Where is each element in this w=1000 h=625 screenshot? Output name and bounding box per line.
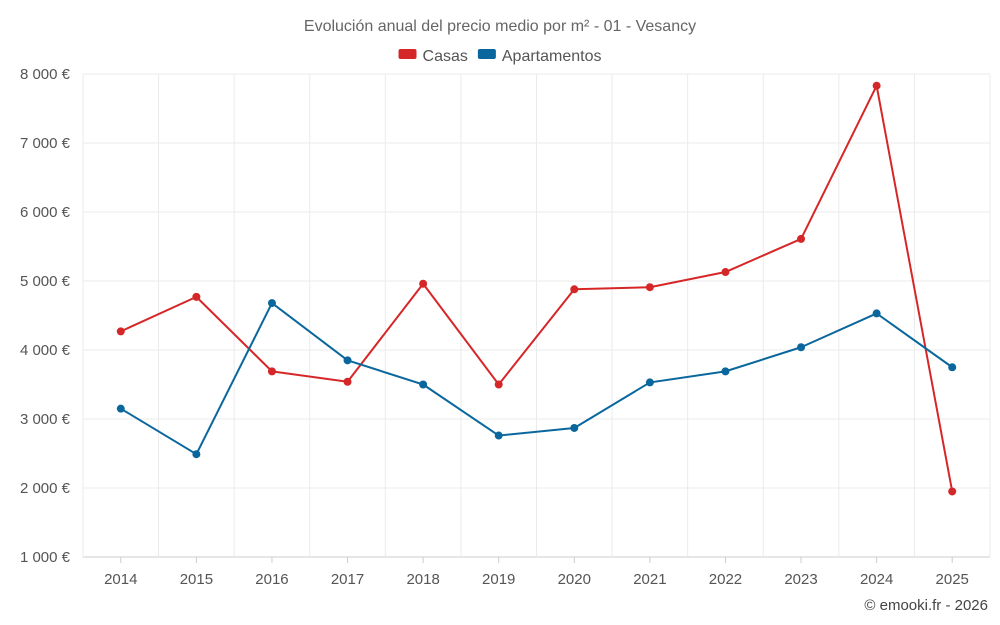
x-tick-label: 2017 (331, 571, 364, 588)
legend-label: Casas (423, 48, 468, 65)
series-line (120, 84, 954, 492)
data-point[interactable] (419, 380, 428, 389)
data-point[interactable] (721, 268, 730, 277)
data-point[interactable] (570, 285, 579, 294)
data-point[interactable] (872, 309, 881, 318)
credit-text: © emooki.fr - 2026 (864, 597, 988, 614)
y-tick-label: 3 000 € (20, 411, 71, 428)
x-tick-label: 2024 (860, 571, 893, 588)
x-tick-label: 2022 (709, 571, 742, 588)
data-point[interactable] (721, 367, 730, 376)
y-tick-label: 5 000 € (20, 273, 71, 290)
data-point[interactable] (948, 487, 957, 496)
data-point[interactable] (116, 404, 125, 413)
data-point[interactable] (267, 367, 276, 376)
x-tick-label: 2025 (936, 571, 969, 588)
data-point[interactable] (192, 292, 201, 301)
y-tick-label: 2 000 € (20, 480, 71, 497)
x-tick-label: 2020 (558, 571, 591, 588)
x-tick-label: 2023 (784, 571, 817, 588)
legend-swatch[interactable] (398, 49, 417, 59)
data-point[interactable] (192, 450, 201, 459)
data-point[interactable] (645, 283, 654, 292)
x-tick-label: 2019 (482, 571, 515, 588)
data-point[interactable] (267, 299, 276, 308)
data-point[interactable] (343, 356, 352, 365)
x-tick-label: 2014 (104, 571, 137, 588)
y-tick-label: 7 000 € (20, 135, 71, 152)
chart-title: Evolución anual del precio medio por m² … (304, 18, 696, 35)
y-tick-label: 4 000 € (20, 342, 71, 359)
series-apartamentos (116, 299, 957, 459)
data-point[interactable] (494, 431, 503, 440)
x-tick-label: 2016 (255, 571, 288, 588)
data-point[interactable] (570, 423, 579, 432)
data-point[interactable] (116, 327, 125, 336)
legend-label: Apartamentos (502, 48, 602, 65)
x-tick-label: 2021 (633, 571, 666, 588)
y-tick-label: 6 000 € (20, 204, 71, 221)
data-point[interactable] (343, 377, 352, 386)
legend-swatch[interactable] (477, 49, 496, 59)
y-axis: 1 000 € 2 000 € 3 000 € 4 000 € 5 000 € 6 000… (20, 66, 71, 566)
data-point[interactable] (948, 363, 957, 372)
series-casas (116, 81, 957, 496)
y-tick-label: 8 000 € (20, 66, 71, 83)
series-group (116, 81, 957, 496)
y-tick-label: 1 000 € (20, 549, 71, 566)
x-tick-label: 2018 (406, 571, 439, 588)
data-point[interactable] (872, 81, 881, 90)
x-tick-label: 2015 (180, 571, 213, 588)
data-point[interactable] (494, 380, 503, 389)
grid (82, 73, 991, 558)
series-line (120, 302, 953, 456)
data-point[interactable] (797, 234, 806, 243)
legend[interactable]: Casas Apartamentos (398, 48, 602, 65)
data-point[interactable] (419, 279, 428, 288)
x-axis: 2014 2015 2016 2017 2018 2019 2020 2021 2022 2023… (104, 557, 969, 588)
data-point[interactable] (797, 343, 806, 352)
data-point[interactable] (645, 378, 654, 387)
